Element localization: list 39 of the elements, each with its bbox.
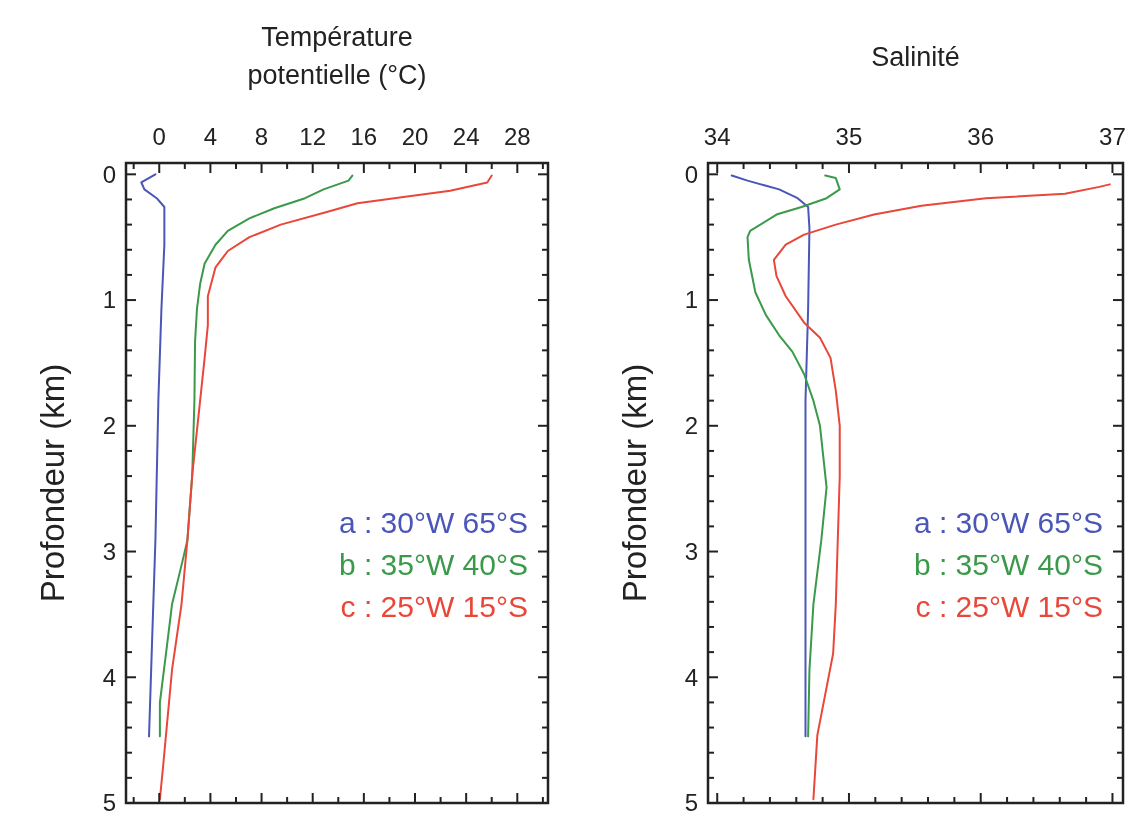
line-series bbox=[730, 174, 811, 738]
y-tick-label: 1 bbox=[102, 286, 116, 314]
x-tick-label: 36 bbox=[967, 123, 995, 150]
x-tick-label: 0 bbox=[152, 123, 166, 150]
y-axis-title: Profondeur (km) bbox=[616, 363, 653, 603]
chart-title: Température potentielle (°C) bbox=[247, 22, 427, 90]
y-tick-label: 4 bbox=[684, 663, 698, 691]
y-axis-title: Profondeur (km) bbox=[34, 363, 71, 603]
text: c : 25°W 15°S bbox=[340, 590, 528, 623]
y-tick-label: 2 bbox=[102, 412, 116, 440]
x-tick-label: 34 bbox=[703, 123, 731, 150]
x-tick-label: 37 bbox=[1099, 123, 1126, 150]
y-tick-label: 3 bbox=[102, 537, 116, 565]
chart-title: Salinité bbox=[871, 42, 960, 72]
y-tick-label: 5 bbox=[684, 789, 698, 817]
y-tick-label: 3 bbox=[684, 537, 698, 565]
line-series bbox=[746, 174, 841, 738]
text: b : 35°W 40°S bbox=[913, 548, 1103, 581]
x-tick-label: 12 bbox=[299, 123, 327, 150]
y-tick-label: 2 bbox=[684, 412, 698, 440]
y-tick-label: 0 bbox=[102, 160, 116, 188]
text: b : 35°W 40°S bbox=[338, 548, 528, 581]
line-series bbox=[140, 173, 166, 738]
line-series bbox=[772, 183, 1111, 801]
x-tick-label: 16 bbox=[350, 123, 378, 150]
line-series bbox=[158, 174, 354, 738]
y-tick-label: 1 bbox=[684, 286, 698, 314]
y-tick-label: 0 bbox=[684, 160, 698, 188]
x-tick-label: 24 bbox=[452, 123, 480, 150]
text: c : 25°W 15°S bbox=[915, 590, 1103, 623]
x-tick-label: 35 bbox=[835, 123, 863, 150]
x-tick-label: 4 bbox=[203, 123, 218, 150]
x-tick-label: 8 bbox=[254, 123, 269, 150]
y-tick-label: 5 bbox=[102, 789, 116, 817]
text: a : 30°W 65°S bbox=[338, 506, 528, 539]
x-tick-label: 20 bbox=[401, 123, 429, 150]
text: a : 30°W 65°S bbox=[913, 506, 1103, 539]
x-tick-label: 28 bbox=[503, 123, 531, 150]
y-tick-label: 4 bbox=[102, 663, 116, 691]
